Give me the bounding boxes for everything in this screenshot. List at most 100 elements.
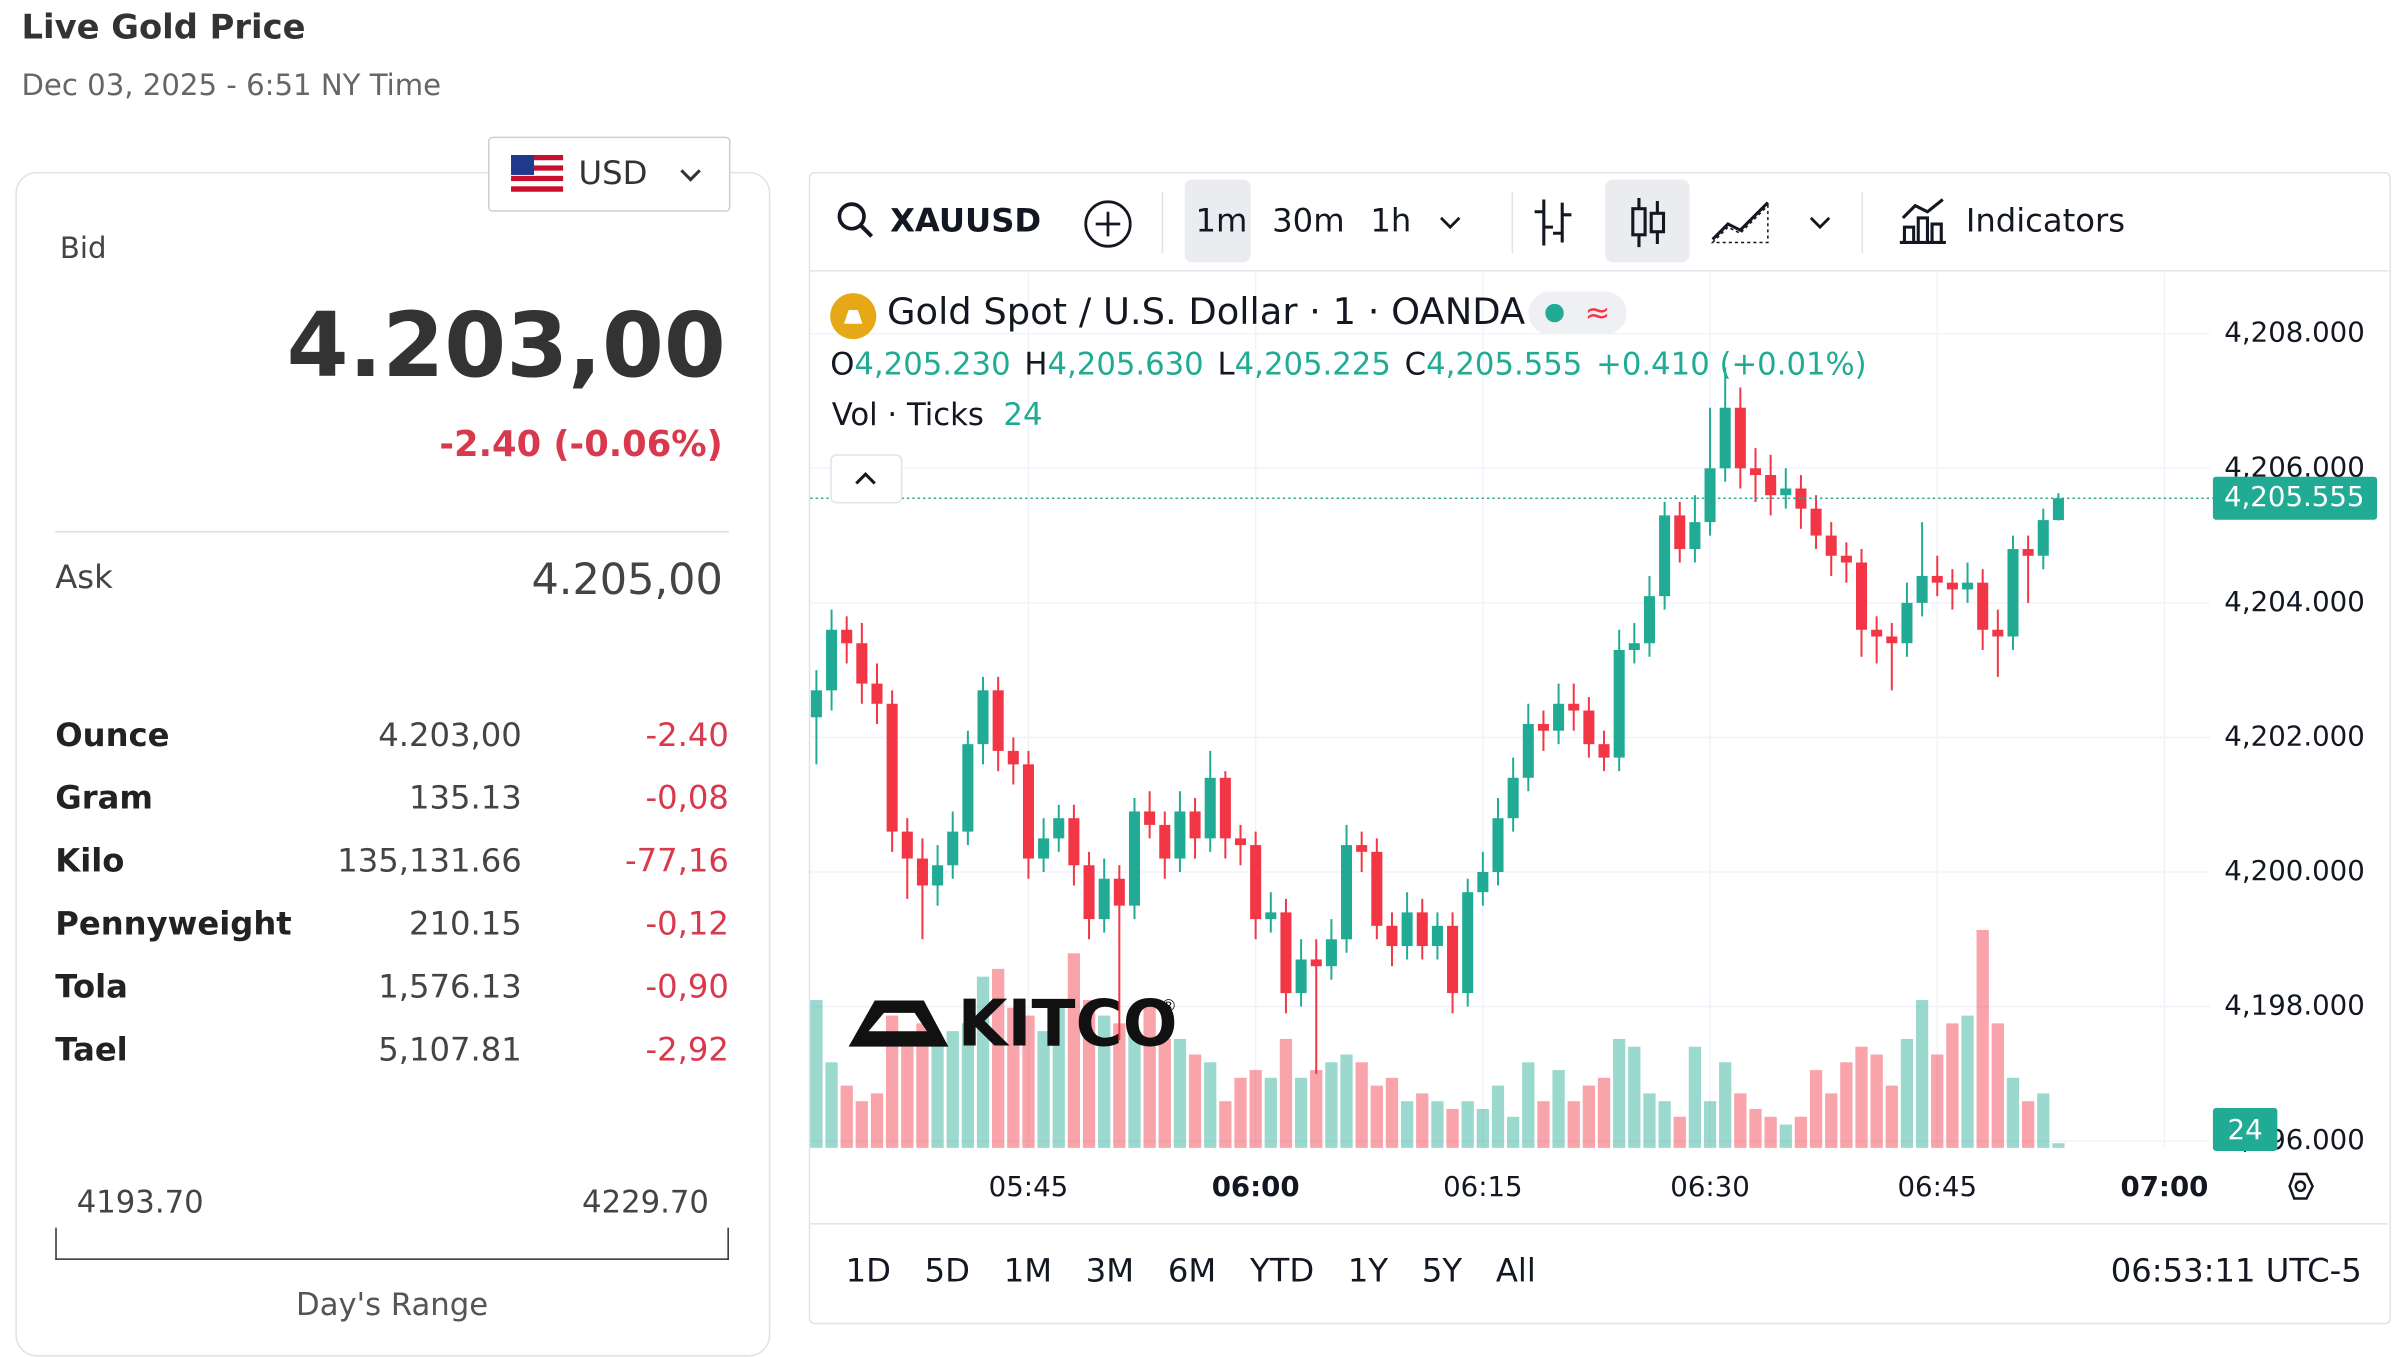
search-icon[interactable] bbox=[836, 201, 876, 241]
candle-body bbox=[1492, 818, 1504, 873]
volume-bar bbox=[1688, 1046, 1702, 1148]
volume-bar bbox=[1991, 1023, 2004, 1148]
volume-bar bbox=[1597, 1077, 1611, 1148]
volume-bar bbox=[1567, 1101, 1580, 1148]
range-button[interactable]: 3M bbox=[1085, 1252, 1135, 1290]
y-tick-label: 4,208.000 bbox=[2224, 316, 2365, 349]
timestamp: Dec 03, 2025 - 6:51 NY Time bbox=[21, 69, 442, 103]
ohlc-value: 4,205.630 bbox=[1047, 345, 1204, 383]
range-button[interactable]: 5Y bbox=[1421, 1252, 1463, 1290]
interval-button[interactable]: 1h bbox=[1370, 202, 1412, 240]
toolbar-border bbox=[810, 270, 2388, 272]
volume-bar bbox=[1961, 1015, 1974, 1148]
candle-body bbox=[810, 690, 822, 718]
compare-button[interactable] bbox=[1080, 196, 1135, 251]
divider bbox=[55, 530, 729, 533]
interval-button[interactable]: 1m bbox=[1195, 202, 1248, 240]
ohlc-value: 4,205.225 bbox=[1234, 345, 1391, 383]
volume-bar bbox=[1779, 1124, 1792, 1148]
volume-bar bbox=[1809, 1070, 1823, 1148]
axis-settings[interactable] bbox=[2288, 1172, 2315, 1200]
volume-bar bbox=[810, 1000, 823, 1148]
unit-change: -0,12 bbox=[645, 905, 729, 943]
unit-name: Tola bbox=[55, 968, 128, 1006]
range-button[interactable]: 1Y bbox=[1347, 1252, 1389, 1290]
range-button[interactable]: All bbox=[1495, 1252, 1536, 1290]
range-button[interactable]: 5D bbox=[924, 1252, 970, 1290]
unit-price: 4.203,00 bbox=[378, 716, 522, 754]
candle-body bbox=[1734, 407, 1746, 469]
unit-price: 135,131.66 bbox=[337, 842, 522, 880]
range-button[interactable]: 1D bbox=[845, 1252, 891, 1290]
candle-body bbox=[856, 643, 868, 684]
range-button[interactable]: YTD bbox=[1249, 1252, 1315, 1290]
unit-change: -77,16 bbox=[625, 842, 729, 880]
candle-body bbox=[1447, 925, 1459, 994]
ohlc-key: C bbox=[1404, 345, 1427, 383]
candle-body bbox=[1174, 811, 1186, 859]
candle-body bbox=[1083, 865, 1095, 920]
indicators-icon[interactable] bbox=[1897, 196, 1949, 245]
candle-body bbox=[1371, 851, 1383, 926]
volume-badge bbox=[2212, 1107, 2278, 1151]
indicators-button[interactable]: Indicators bbox=[1965, 202, 2126, 240]
volume-legend: Vol · Ticks 24 bbox=[832, 399, 1043, 430]
watermark-logo bbox=[848, 1000, 949, 1047]
unit-change: -2,92 bbox=[645, 1031, 729, 1069]
volume-badge-label: 24 bbox=[2228, 1113, 2263, 1146]
active-style-bg bbox=[1605, 179, 1690, 263]
range-button[interactable]: 6M bbox=[1167, 1252, 1217, 1290]
volume-bar bbox=[2006, 1077, 2020, 1148]
volume-bar bbox=[1870, 1054, 1883, 1148]
candle-body bbox=[1053, 818, 1065, 839]
volume-bar bbox=[1491, 1085, 1505, 1148]
bars-style-button[interactable] bbox=[1532, 196, 1575, 248]
area-style-button[interactable] bbox=[1710, 196, 1774, 245]
volume-bar bbox=[1507, 1116, 1520, 1148]
style-chevron[interactable] bbox=[1806, 213, 1834, 231]
interval-chevron[interactable] bbox=[1436, 213, 1464, 231]
ohlc-key: H bbox=[1024, 345, 1048, 383]
volume-bar bbox=[1840, 1062, 1853, 1148]
collapse-legend[interactable] bbox=[830, 454, 903, 504]
volume-value: 24 bbox=[1003, 395, 1043, 433]
candle-body bbox=[932, 865, 944, 886]
candle-body bbox=[1325, 939, 1337, 967]
currency-select[interactable]: USD bbox=[488, 136, 731, 212]
candle-body bbox=[1310, 959, 1322, 967]
x-tick-label: 06:00 bbox=[1212, 1170, 1300, 1203]
interval-button[interactable]: 30m bbox=[1272, 202, 1345, 240]
symbol[interactable]: XAUUSD bbox=[890, 202, 1042, 240]
volume-bar bbox=[1628, 1046, 1641, 1148]
volume-bar bbox=[1703, 1101, 1717, 1148]
last-price-label: 4,205.555 bbox=[2224, 480, 2365, 513]
unit-change: -0,90 bbox=[645, 968, 729, 1006]
volume-bar bbox=[976, 976, 990, 1148]
volume-bar bbox=[1052, 1007, 1065, 1148]
ask-price: 4.205,00 bbox=[531, 553, 723, 605]
volume-bar bbox=[1522, 1062, 1535, 1148]
volume-bar bbox=[1234, 1077, 1247, 1148]
unit-name: Tael bbox=[55, 1031, 128, 1069]
svg-text:≈: ≈ bbox=[1585, 296, 1611, 331]
volume-bar bbox=[1370, 1085, 1383, 1148]
candle-body bbox=[1295, 959, 1307, 994]
volume-bar bbox=[1037, 1031, 1050, 1148]
volume-bar bbox=[1173, 1038, 1187, 1148]
unit-name: Kilo bbox=[55, 842, 125, 880]
unit-change: -2.40 bbox=[645, 716, 729, 754]
volume-bar bbox=[992, 968, 1005, 1148]
x-tick-label: 06:15 bbox=[1443, 1170, 1523, 1203]
candle-body bbox=[1689, 522, 1701, 550]
candle-body bbox=[1189, 811, 1201, 839]
collapse-chevron bbox=[855, 472, 876, 485]
unit-name: Gram bbox=[55, 779, 153, 817]
candle-body bbox=[1113, 878, 1125, 906]
ohlc-legend: O4,205.230 H4,205.630 L4,205.225 C4,205.555… bbox=[830, 348, 1866, 379]
range-button[interactable]: 1M bbox=[1003, 1252, 1053, 1290]
bid-price: 4.203,00 bbox=[286, 293, 726, 398]
candles-style-button[interactable] bbox=[1627, 195, 1670, 250]
y-tick-label: 4,200.000 bbox=[2224, 854, 2365, 887]
candle-body bbox=[916, 858, 928, 886]
